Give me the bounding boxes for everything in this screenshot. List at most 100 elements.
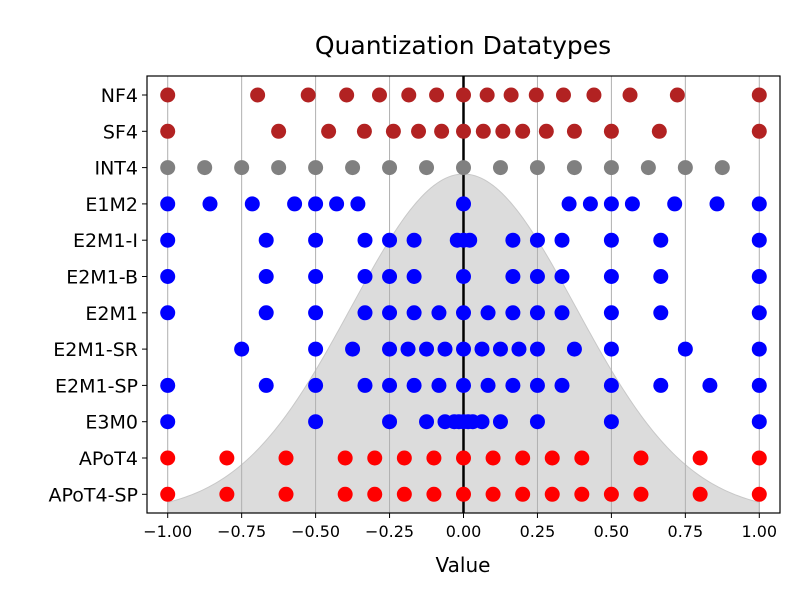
data-point (411, 123, 427, 139)
data-point (603, 486, 619, 502)
data-point (382, 414, 398, 430)
data-point (400, 341, 416, 357)
data-point (197, 160, 213, 176)
data-point (603, 123, 619, 139)
data-point (278, 486, 294, 502)
x-tick-label: 0.25 (520, 522, 556, 541)
data-point (406, 269, 422, 284)
data-point (528, 87, 544, 103)
data-point (345, 160, 361, 176)
data-point (308, 377, 324, 393)
data-point (462, 232, 478, 248)
data-point (234, 160, 250, 176)
data-point (603, 305, 619, 321)
data-point (160, 377, 176, 393)
data-point (456, 123, 471, 139)
y-tick-label: APoT4 (79, 448, 138, 470)
data-point (554, 269, 570, 284)
data-point (219, 486, 235, 502)
data-point (603, 341, 619, 357)
data-point (357, 377, 373, 393)
data-point (586, 87, 602, 103)
data-point (308, 196, 324, 212)
data-point (396, 486, 412, 502)
data-point (456, 87, 471, 103)
x-axis-label: Value (436, 553, 491, 577)
x-axis: −1.00 −0.75 −0.50 −0.25 0.00 0.25 0.50 0.75 1.00 (143, 513, 777, 541)
y-tick-label: E2M1-I (73, 230, 138, 252)
points-layer (160, 87, 767, 502)
data-point (653, 305, 669, 321)
data-point (603, 377, 619, 393)
data-point (538, 123, 554, 139)
data-point (456, 341, 471, 357)
y-tick-label: INT4 (94, 158, 138, 180)
data-point (258, 232, 274, 248)
data-point (456, 486, 471, 502)
data-point (426, 450, 442, 466)
data-point (529, 305, 545, 321)
data-point (308, 269, 324, 284)
data-point (492, 414, 508, 430)
y-tick-label: SF4 (103, 121, 138, 143)
data-point (308, 305, 324, 321)
x-tick-label: −0.50 (291, 522, 340, 541)
data-point (456, 160, 471, 176)
x-tick-label: −0.75 (217, 522, 266, 541)
data-point (561, 196, 577, 212)
data-point (544, 486, 560, 502)
data-point (751, 232, 767, 248)
data-point (529, 232, 545, 248)
data-point (371, 87, 387, 103)
data-point (382, 160, 398, 176)
data-point (382, 232, 398, 248)
data-point (505, 232, 521, 248)
data-point (492, 341, 508, 357)
data-point (474, 414, 490, 430)
data-point (669, 87, 685, 103)
data-point (308, 341, 324, 357)
data-point (751, 123, 767, 139)
data-point (544, 450, 560, 466)
data-point (160, 87, 176, 103)
data-point (329, 196, 345, 212)
data-point (751, 196, 767, 212)
data-point (574, 486, 590, 502)
data-point (633, 450, 649, 466)
data-point (692, 486, 708, 502)
data-point (357, 269, 373, 284)
data-point (308, 414, 324, 430)
y-tick-label: E2M1-B (66, 267, 138, 289)
data-point (456, 196, 471, 212)
data-point (475, 123, 491, 139)
data-point (677, 341, 693, 357)
data-point (431, 377, 447, 393)
data-point (495, 123, 511, 139)
data-point (244, 196, 260, 212)
data-point (160, 486, 176, 502)
data-point (692, 450, 708, 466)
data-point (529, 160, 545, 176)
data-point (160, 450, 176, 466)
data-point (485, 450, 501, 466)
data-point (345, 341, 361, 357)
data-point (505, 377, 521, 393)
y-axis: NF4 SF4 INT4 E1M2 E2M1-I E2M1-B E2M1 E2M1-SR E2M… (49, 85, 147, 506)
data-point (406, 305, 422, 321)
data-point (503, 87, 519, 103)
data-point (258, 269, 274, 284)
data-point (337, 450, 353, 466)
y-tick-label: E2M1 (85, 303, 138, 325)
data-point (529, 341, 545, 357)
data-point (382, 377, 398, 393)
data-point (258, 305, 274, 321)
data-point (511, 341, 527, 357)
x-tick-label: 0.50 (594, 522, 630, 541)
data-point (308, 232, 324, 248)
data-point (554, 305, 570, 321)
data-point (356, 123, 372, 139)
data-point (474, 341, 490, 357)
data-point (529, 414, 545, 430)
data-point (751, 87, 767, 103)
